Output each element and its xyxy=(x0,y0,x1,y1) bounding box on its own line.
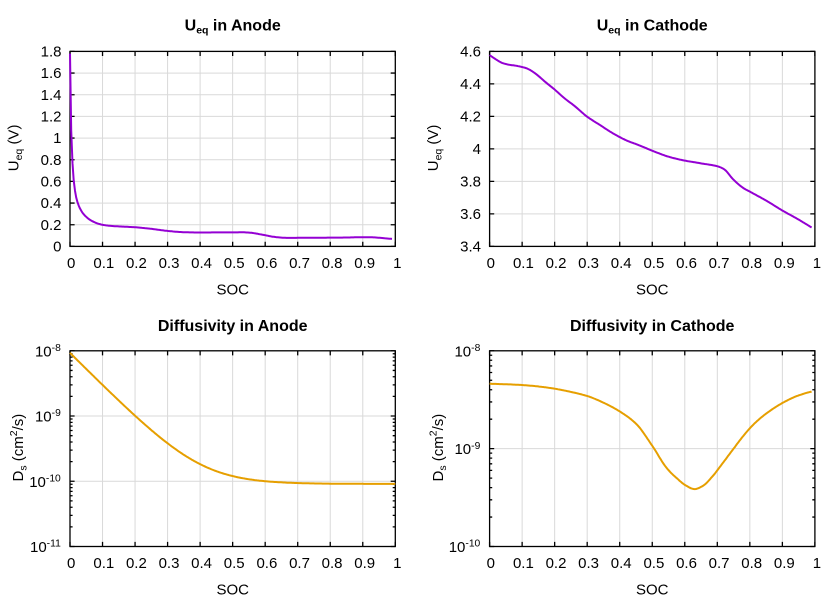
svg-text:0.8: 0.8 xyxy=(322,555,343,572)
svg-text:0.8: 0.8 xyxy=(741,555,762,572)
svg-text:SOC: SOC xyxy=(636,582,669,599)
svg-text:4: 4 xyxy=(473,141,481,158)
svg-text:4.4: 4.4 xyxy=(460,76,481,93)
svg-text:0.6: 0.6 xyxy=(256,255,277,272)
svg-text:0.9: 0.9 xyxy=(354,555,375,572)
svg-text:0: 0 xyxy=(67,255,75,272)
svg-text:0.4: 0.4 xyxy=(191,555,212,572)
svg-text:0.5: 0.5 xyxy=(643,555,664,572)
svg-text:4.2: 4.2 xyxy=(460,109,481,126)
svg-text:1: 1 xyxy=(393,255,401,272)
svg-text:0.6: 0.6 xyxy=(676,555,697,572)
svg-text:3.6: 3.6 xyxy=(460,206,481,223)
svg-text:0.1: 0.1 xyxy=(93,555,114,572)
svg-text:0.4: 0.4 xyxy=(41,195,62,212)
svg-text:0.8: 0.8 xyxy=(741,255,762,272)
svg-text:0.4: 0.4 xyxy=(191,255,212,272)
svg-text:0.3: 0.3 xyxy=(578,255,599,272)
svg-text:0.2: 0.2 xyxy=(126,255,147,272)
svg-text:4.6: 4.6 xyxy=(460,44,481,61)
svg-text:1.6: 1.6 xyxy=(41,65,62,82)
svg-text:Diffusivity in Cathode: Diffusivity in Cathode xyxy=(570,318,735,335)
svg-text:0.1: 0.1 xyxy=(513,255,534,272)
svg-text:SOC: SOC xyxy=(216,582,249,599)
svg-text:0.9: 0.9 xyxy=(354,255,375,272)
svg-text:0.7: 0.7 xyxy=(709,255,730,272)
svg-text:1.2: 1.2 xyxy=(41,109,62,126)
svg-text:0.1: 0.1 xyxy=(93,255,114,272)
svg-text:0.2: 0.2 xyxy=(546,255,567,272)
svg-text:1: 1 xyxy=(393,555,401,572)
svg-text:0.8: 0.8 xyxy=(322,255,343,272)
svg-text:0.5: 0.5 xyxy=(643,255,664,272)
svg-text:SOC: SOC xyxy=(216,281,249,298)
svg-text:0: 0 xyxy=(67,555,75,572)
svg-text:0.4: 0.4 xyxy=(611,255,632,272)
svg-text:0.4: 0.4 xyxy=(611,555,632,572)
svg-text:0.5: 0.5 xyxy=(224,255,245,272)
svg-text:Ueq in Anode: Ueq in Anode xyxy=(185,17,281,36)
svg-text:0.3: 0.3 xyxy=(159,255,180,272)
svg-text:0.2: 0.2 xyxy=(546,555,567,572)
svg-text:Ueq (V): Ueq (V) xyxy=(425,125,444,172)
svg-text:0.1: 0.1 xyxy=(513,555,534,572)
svg-text:3.8: 3.8 xyxy=(460,174,481,191)
svg-text:Ds (cm2/s): Ds (cm2/s) xyxy=(428,414,450,482)
svg-text:0.7: 0.7 xyxy=(289,255,310,272)
svg-text:0.2: 0.2 xyxy=(41,217,62,234)
svg-text:0.6: 0.6 xyxy=(676,255,697,272)
svg-text:1: 1 xyxy=(813,555,821,572)
svg-text:0.6: 0.6 xyxy=(256,555,277,572)
svg-text:1.8: 1.8 xyxy=(41,44,62,61)
svg-text:0.5: 0.5 xyxy=(224,555,245,572)
svg-text:0: 0 xyxy=(53,239,61,256)
svg-text:0.3: 0.3 xyxy=(578,555,599,572)
svg-text:0.9: 0.9 xyxy=(774,255,795,272)
svg-text:1.4: 1.4 xyxy=(41,87,62,104)
svg-text:SOC: SOC xyxy=(636,281,669,298)
svg-text:0.7: 0.7 xyxy=(709,555,730,572)
svg-text:Ds (cm2/s): Ds (cm2/s) xyxy=(8,414,30,482)
svg-text:0.9: 0.9 xyxy=(774,555,795,572)
svg-text:0.6: 0.6 xyxy=(41,174,62,191)
svg-text:0: 0 xyxy=(487,555,495,572)
svg-text:3.4: 3.4 xyxy=(460,239,481,256)
svg-text:0.8: 0.8 xyxy=(41,152,62,169)
svg-text:1: 1 xyxy=(53,130,61,147)
svg-text:Ueq in Cathode: Ueq in Cathode xyxy=(597,17,708,36)
svg-text:0: 0 xyxy=(487,255,495,272)
svg-text:0.7: 0.7 xyxy=(289,555,310,572)
svg-text:Ueq (V): Ueq (V) xyxy=(6,125,25,172)
svg-text:Diffusivity in Anode: Diffusivity in Anode xyxy=(158,318,308,335)
svg-text:0.3: 0.3 xyxy=(159,555,180,572)
svg-text:0.2: 0.2 xyxy=(126,555,147,572)
svg-text:1: 1 xyxy=(813,255,821,272)
